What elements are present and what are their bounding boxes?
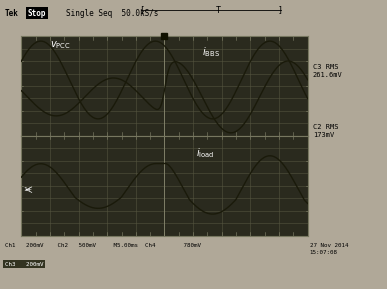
Text: Ch1   200mV    Ch2   500mV     M5.00ms  Ch4        780mV: Ch1 200mV Ch2 500mV M5.00ms Ch4 780mV (5, 243, 200, 248)
Text: ]: ] (277, 5, 283, 15)
Text: 1+: 1+ (24, 187, 33, 192)
Text: Ch3   200mV: Ch3 200mV (5, 262, 43, 266)
Text: T: T (216, 5, 221, 15)
Text: Tek: Tek (5, 8, 19, 18)
Text: $v_{\rm PCC}$: $v_{\rm PCC}$ (50, 39, 71, 51)
Text: C3 RMS
261.6mV: C3 RMS 261.6mV (313, 64, 342, 77)
Text: Stop: Stop (28, 8, 46, 18)
Text: $i_{\rm load}$: $i_{\rm load}$ (196, 146, 214, 160)
Text: 27 Nov 2014
15:07:08: 27 Nov 2014 15:07:08 (310, 243, 348, 255)
Text: [: [ (139, 5, 144, 15)
Text: Single Seq  50.0kS/s: Single Seq 50.0kS/s (66, 8, 158, 18)
Text: $i_{\rm BBS}$: $i_{\rm BBS}$ (202, 45, 220, 59)
Text: C2 RMS
173mV: C2 RMS 173mV (313, 124, 338, 138)
